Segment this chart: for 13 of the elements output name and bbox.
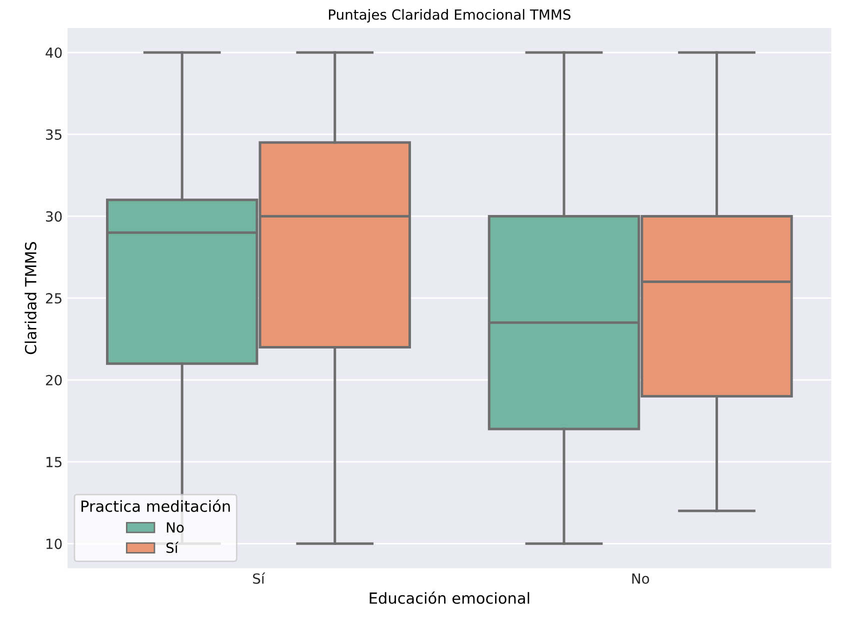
y-tick-label: 15	[46, 456, 62, 468]
y-axis-title: Claridad TMMS	[24, 242, 36, 354]
y-tick-label: 20	[46, 374, 62, 386]
y-tick-label: 40	[46, 47, 62, 58]
y-tick-label: 25	[46, 293, 62, 304]
legend-label: No	[166, 522, 184, 533]
y-tick-label: 10	[46, 538, 62, 550]
legend-label: Sí	[166, 542, 179, 554]
x-axis-title: Educación emocional	[370, 591, 530, 604]
chart-title: Puntajes Claridad Emocional TMMS	[328, 9, 570, 22]
y-tick-label: 35	[46, 129, 62, 140]
y-tick-label: 30	[46, 211, 62, 222]
legend-title: Practica meditación	[82, 500, 230, 512]
